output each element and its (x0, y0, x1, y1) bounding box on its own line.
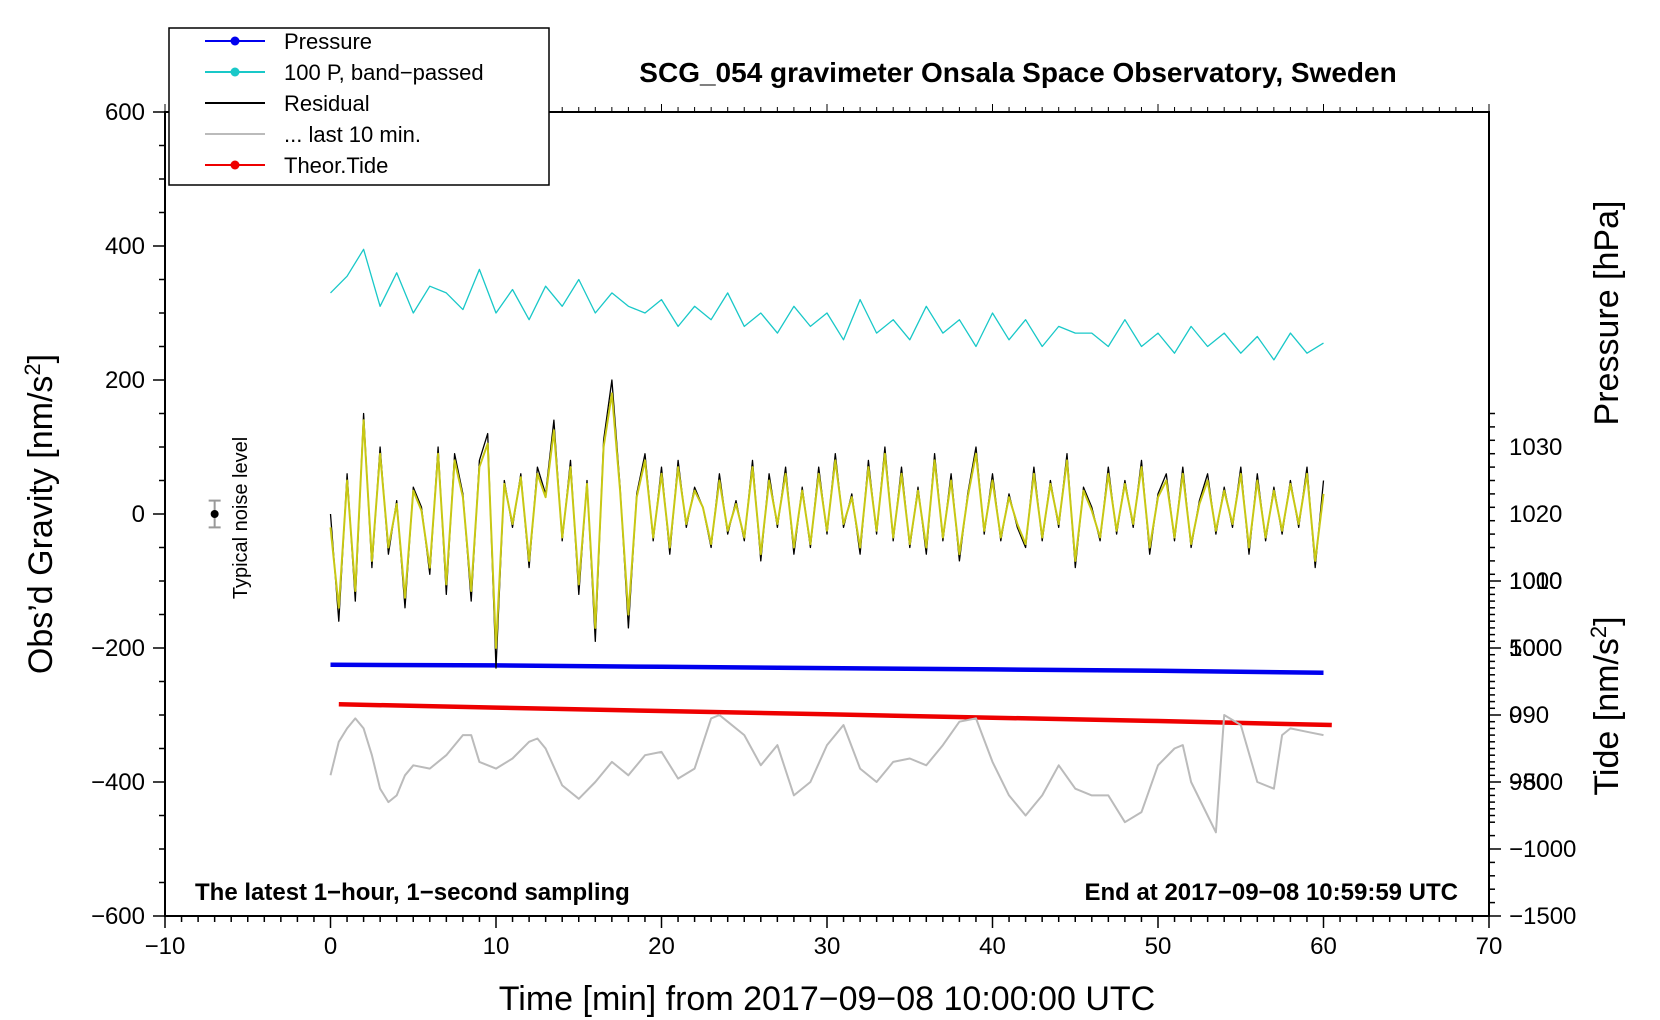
chart-title: SCG_054 gravimeter Onsala Space Observat… (639, 57, 1396, 88)
series-pressure (330, 662, 1324, 676)
tide-tick-label: 1000 (1509, 568, 1562, 595)
series-residual-smoothed (329, 392, 1325, 649)
x-axis: −10 0 10 20 30 40 50 60 70 (145, 104, 1503, 960)
pressure-tick-label: 1000 (1509, 635, 1562, 662)
series-layer (329, 248, 1332, 834)
plot-frame (164, 111, 1490, 917)
bottom-left-note: The latest 1−hour, 1−second sampling (195, 879, 630, 906)
y-tick-label: −600 (91, 903, 145, 930)
y-axis-title-close: ] (22, 354, 60, 363)
y-tick-label: 0 (132, 501, 145, 528)
x-tick-label: 50 (1145, 933, 1172, 960)
noise-point (210, 510, 219, 518)
pressure-tick-label: 1020 (1509, 501, 1562, 528)
tide-tick-label: −1000 (1509, 836, 1576, 863)
y-axis-title-text: Obs’d Gravity [nm/s (22, 376, 60, 675)
tide-axis-title-sup: 2 (1586, 626, 1611, 638)
y-tick-label: 200 (105, 367, 145, 394)
bottom-right-note: End at 2017−09−08 10:59:59 UTC (1084, 879, 1458, 906)
legend-marker (230, 36, 240, 46)
y-tick-label: 400 (105, 233, 145, 260)
legend-label: ... last 10 min. (284, 122, 421, 147)
x-tick-label: 0 (324, 933, 337, 960)
x-tick-label: 40 (979, 933, 1006, 960)
x-tick-label: 10 (483, 933, 510, 960)
pressure-tick-label: 980 (1509, 769, 1549, 796)
series-100-p-band-passed (330, 248, 1324, 361)
pressure-axis-title: Pressure [hPa] (1588, 201, 1626, 426)
tide-tick-label: 500 (1509, 635, 1549, 662)
legend-box (168, 27, 550, 186)
y-axis-title: Obs’d Gravity [nm/s2] (20, 354, 60, 674)
tide-tick-label: −1500 (1509, 903, 1576, 930)
legend-label: Residual (284, 91, 370, 116)
legend-marker (230, 67, 240, 77)
tide-axis-title-close: ] (1588, 616, 1626, 625)
noise-marker (208, 499, 221, 529)
legend-label: Theor.Tide (284, 153, 388, 178)
x-axis-title: Time [min] from 2017−09−08 10:00:00 UTC (499, 980, 1155, 1018)
x-tick-label: 30 (814, 933, 841, 960)
tide-tick-label: 0 (1509, 702, 1522, 729)
legend-label: Pressure (284, 29, 372, 54)
y-axis-gravity: −600 −400 −200 0 200 400 600 (91, 99, 165, 930)
pressure-tick-label: 1010 (1509, 568, 1562, 595)
series-residual (329, 379, 1325, 669)
series-theor-tide (338, 702, 1332, 728)
legend-items: Pressure 100 P, band−passed Residual ... la… (205, 29, 484, 178)
pressure-tick-label: 1030 (1509, 434, 1562, 461)
tide-axis-title: Tide [nm/s2] (1586, 616, 1626, 795)
legend-label: 100 P, band−passed (284, 60, 484, 85)
x-tick-label: 70 (1476, 933, 1503, 960)
tide-tick-label: −500 (1509, 769, 1563, 796)
y-tick-label: −200 (91, 635, 145, 662)
series-last-10-min (329, 714, 1324, 834)
x-tick-label: 20 (648, 933, 675, 960)
x-tick-label: −10 (145, 933, 186, 960)
y-axis-title-sup: 2 (20, 363, 45, 375)
pressure-tick-label: 990 (1509, 702, 1549, 729)
y-tick-label: 600 (105, 99, 145, 126)
legend-marker (230, 160, 240, 170)
legend: Pressure 100 P, band−passed Residual ... la… (168, 27, 550, 186)
tide-axis-title-text: Tide [nm/s (1588, 638, 1626, 795)
y-tick-label: −400 (91, 769, 145, 796)
x-tick-label: 60 (1310, 933, 1337, 960)
noise-label: Typical noise level (230, 437, 252, 599)
